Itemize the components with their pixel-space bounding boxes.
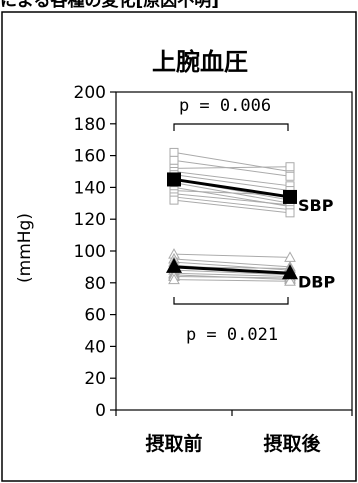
top-caption: による各種の変化[原因不明] — [0, 0, 220, 11]
mean-series: SBP DBP — [166, 172, 335, 291]
sbp-mean-line — [173, 177, 291, 199]
individual-sbp-line — [173, 166, 291, 169]
y-tick-label: 60 — [84, 306, 106, 326]
individual-dbp-line — [173, 258, 291, 268]
x-tick-label-after: 摂取後 — [263, 432, 321, 455]
y-tick-label: 200 — [74, 83, 106, 103]
x-tick-label-before: 摂取前 — [145, 432, 202, 455]
individual-sbp-line — [173, 196, 291, 211]
sbp-mean-point — [167, 172, 181, 187]
plot-area-frame — [115, 91, 353, 411]
individual-sbp-line — [173, 193, 291, 206]
individual-dbp-line — [173, 272, 291, 277]
y-tick-label: 160 — [74, 147, 106, 167]
dbp-mean-point — [282, 264, 298, 280]
sbp-significance-bracket — [173, 123, 289, 131]
y-tick-label: 120 — [74, 210, 106, 230]
y-tick-label: 0 — [95, 401, 106, 421]
y-tick-label: 20 — [84, 369, 106, 389]
individual-sbp-line — [173, 151, 291, 172]
individual-dbp-line — [173, 269, 291, 276]
sbp-series-label: SBP — [298, 196, 334, 215]
dbp-significance-bracket — [173, 297, 289, 305]
individual-dbp-line — [173, 261, 291, 271]
individual-sbp-line — [173, 159, 291, 177]
annotations: p = 0.006 p = 0.021 — [173, 96, 289, 345]
individual-sbp-point — [285, 208, 295, 218]
dbp-mean-line — [173, 265, 291, 275]
y-tick-label: 100 — [74, 242, 106, 262]
figure-frame — [1, 11, 357, 482]
sbp-p-value: p = 0.006 — [179, 96, 271, 116]
dbp-mean-point — [166, 257, 182, 273]
dbp-p-value: p = 0.021 — [186, 325, 278, 345]
individual-sbp-line — [173, 199, 291, 214]
individual-sbp-line — [173, 174, 291, 192]
chart-title: 上腕血圧 — [152, 48, 248, 76]
individual-dbp-point — [168, 273, 180, 285]
sbp-mean-point — [283, 189, 297, 204]
individual-sbp-point — [169, 195, 179, 205]
dbp-series-label: DBP — [298, 272, 335, 291]
y-tick-label: 180 — [74, 115, 106, 135]
individual-dbp-point — [284, 275, 296, 286]
individual-dbp-line — [173, 275, 291, 279]
y-tick-label: 140 — [74, 178, 106, 198]
y-tick-label: 80 — [84, 274, 106, 294]
individual-sbp-point — [285, 171, 295, 181]
y-tick-label: 40 — [84, 337, 106, 357]
individual-sbp-point — [169, 155, 179, 165]
y-axis-label: (mmHg) — [15, 213, 35, 283]
individual-sbp-point — [285, 162, 295, 172]
individual-sbp-line — [173, 171, 291, 187]
individual-sbp-point — [169, 147, 179, 157]
individual-lines — [168, 147, 296, 286]
axes: 0 20 40 60 80 100 120 140 160 180 200 — [74, 83, 353, 421]
individual-dbp-line — [173, 279, 291, 282]
individual-dbp-line — [173, 253, 291, 258]
